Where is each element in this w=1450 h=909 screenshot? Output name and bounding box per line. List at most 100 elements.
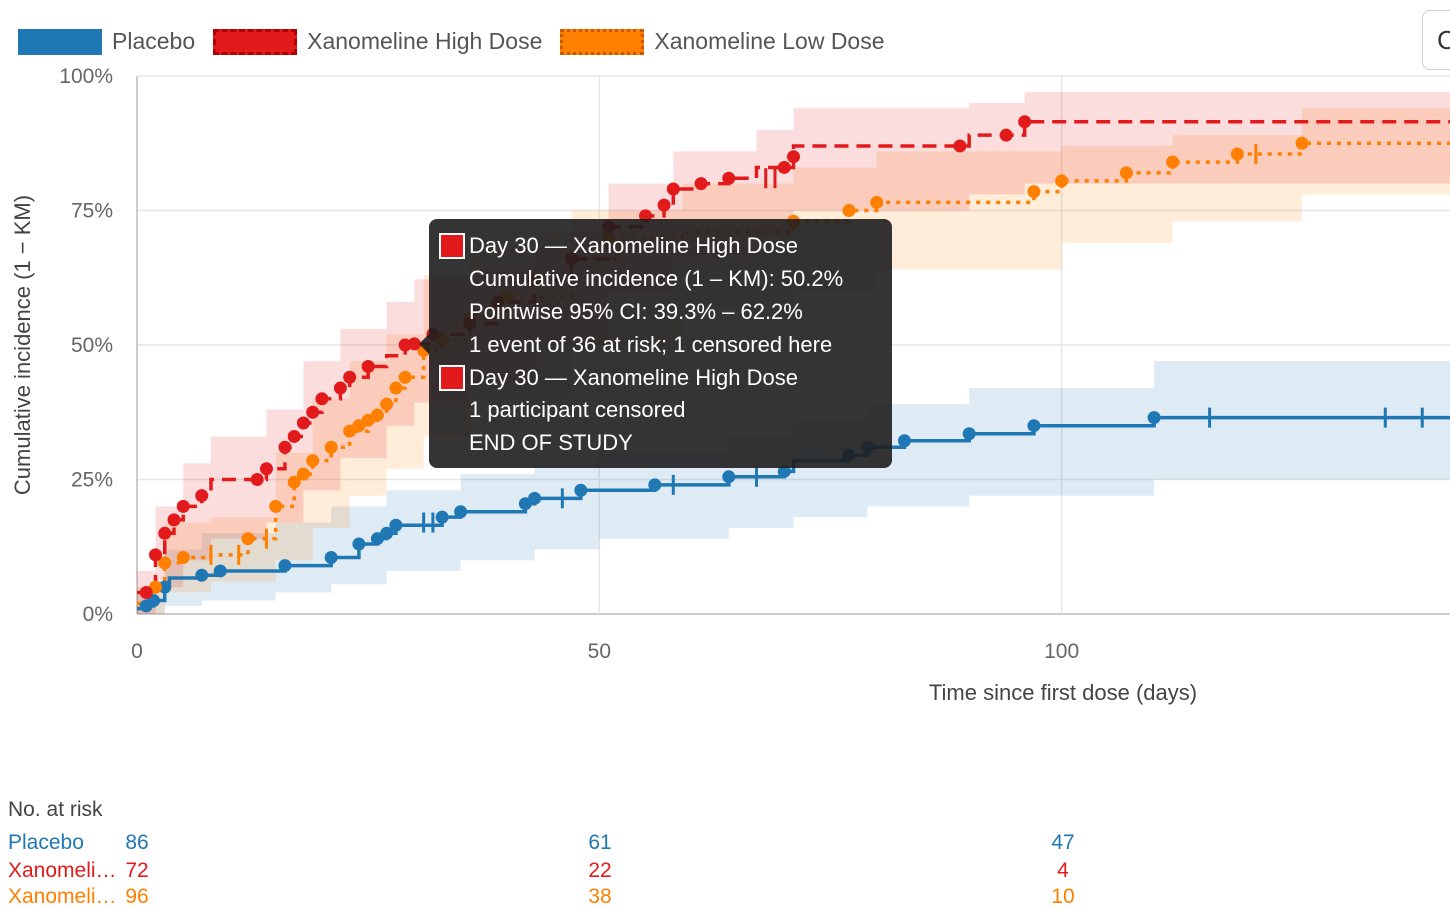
xanomeline-low-dose-event-point[interactable] bbox=[380, 397, 394, 411]
y-tick-label: 100% bbox=[59, 65, 113, 88]
tooltip-incidence: Cumulative incidence (1 – KM): 50.2% bbox=[469, 266, 844, 291]
y-axis-title: Cumulative incidence (1 − KM) bbox=[10, 195, 35, 495]
xanomeline-low-dose-event-point[interactable] bbox=[324, 440, 338, 454]
xanomeline-high-dose-event-point[interactable] bbox=[407, 337, 421, 351]
xanomeline-low-dose-event-point[interactable] bbox=[870, 195, 884, 209]
y-tick-label: 75% bbox=[71, 200, 113, 223]
xanomeline-high-dose-event-point[interactable] bbox=[666, 182, 680, 196]
xanomeline-low-dose-event-point[interactable] bbox=[1166, 155, 1180, 169]
placebo-event-point[interactable] bbox=[1027, 419, 1041, 433]
xanomeline-low-dose-event-point[interactable] bbox=[1295, 136, 1309, 150]
risk-value: 4 bbox=[1057, 859, 1069, 882]
x-tick-label: 50 bbox=[588, 640, 611, 663]
placebo-event-point[interactable] bbox=[454, 505, 468, 519]
placebo-event-point[interactable] bbox=[380, 526, 394, 540]
tooltip-events: 1 event of 36 at risk; 1 censored here bbox=[469, 332, 833, 357]
xanomeline-high-dose-event-point[interactable] bbox=[259, 462, 273, 476]
xanomeline-high-dose-event-point[interactable] bbox=[657, 198, 671, 212]
xanomeline-low-dose-event-point[interactable] bbox=[158, 556, 172, 570]
xanomeline-low-dose-event-point[interactable] bbox=[1230, 147, 1244, 161]
placebo-event-point[interactable] bbox=[528, 491, 542, 505]
tooltip-header: Day 30 — Xanomeline High Dose bbox=[469, 365, 798, 390]
xanomeline-low-dose-event-point[interactable] bbox=[389, 381, 403, 395]
xanomeline-high-dose-event-point[interactable] bbox=[139, 585, 153, 599]
legend: Placebo Xanomeline High Dose Xanomeline … bbox=[18, 28, 903, 55]
series-color-marker bbox=[439, 365, 465, 391]
placebo-event-point[interactable] bbox=[897, 434, 911, 448]
xanomeline-high-dose-event-point[interactable] bbox=[777, 160, 791, 174]
xanomeline-low-dose-event-point[interactable] bbox=[1027, 185, 1041, 199]
xanomeline-high-dose-event-point[interactable] bbox=[195, 489, 209, 503]
tooltip-ci: Pointwise 95% CI: 39.3% – 62.2% bbox=[469, 299, 803, 324]
xanomeline-high-dose-event-point[interactable] bbox=[167, 513, 181, 527]
placebo-event-point[interactable] bbox=[158, 580, 172, 594]
xanomeline-low-dose-event-point[interactable] bbox=[296, 467, 310, 481]
xanomeline-high-dose-event-point[interactable] bbox=[176, 499, 190, 513]
xanomeline-high-dose-event-point[interactable] bbox=[287, 429, 301, 443]
xanomeline-high-dose-event-point[interactable] bbox=[361, 360, 375, 374]
legend-label: Xanomeline Low Dose bbox=[654, 28, 885, 54]
placebo-event-point[interactable] bbox=[722, 470, 736, 484]
legend-label: Xanomeline High Dose bbox=[307, 28, 543, 54]
xanomeline-high-dose-event-point[interactable] bbox=[315, 392, 329, 406]
xanomeline-low-dose-event-point[interactable] bbox=[306, 454, 320, 468]
axis-labels: Time since first dose (days) Cumulative … bbox=[10, 195, 1197, 705]
placebo-event-point[interactable] bbox=[1147, 411, 1161, 425]
legend-item-placebo[interactable]: Placebo bbox=[18, 28, 195, 55]
placebo-event-point[interactable] bbox=[962, 427, 976, 441]
xanomeline-high-dose-event-point[interactable] bbox=[722, 171, 736, 185]
xanomeline-high-dose-event-point[interactable] bbox=[787, 150, 800, 164]
xanomeline-low-dose-event-point[interactable] bbox=[1119, 166, 1133, 180]
x-tick-label: 100 bbox=[1044, 640, 1079, 663]
legend-label: Placebo bbox=[112, 28, 196, 54]
placebo-event-point[interactable] bbox=[352, 537, 366, 551]
xanomeline-high-dose-event-point[interactable] bbox=[333, 381, 347, 395]
xanomeline-high-dose-event-point[interactable] bbox=[158, 526, 172, 540]
y-tick-label: 25% bbox=[71, 469, 113, 492]
corner-button[interactable]: C bbox=[1422, 10, 1450, 70]
xanomeline-high-dose-event-point[interactable] bbox=[999, 128, 1013, 142]
xanomeline-low-dose-event-point[interactable] bbox=[176, 551, 190, 565]
xanomeline-low-dose-event-point[interactable] bbox=[370, 408, 384, 422]
placebo-event-point[interactable] bbox=[777, 464, 791, 478]
legend-item-low-dose[interactable]: Xanomeline Low Dose bbox=[560, 28, 885, 55]
placebo-event-point[interactable] bbox=[213, 564, 227, 578]
xanomeline-low-dose-event-point[interactable] bbox=[398, 370, 412, 384]
legend-item-high-dose[interactable]: Xanomeline High Dose bbox=[213, 28, 542, 55]
xanomeline-high-dose-event-point[interactable] bbox=[148, 548, 162, 562]
y-tick-label: 0% bbox=[83, 603, 113, 626]
xanomeline-high-dose-event-point[interactable] bbox=[296, 416, 310, 430]
low-dose-swatch bbox=[560, 28, 645, 55]
xanomeline-high-dose-event-point[interactable] bbox=[1018, 115, 1032, 129]
tooltip-header: Day 30 — Xanomeline High Dose bbox=[469, 233, 798, 258]
x-tick-label: 0 bbox=[131, 640, 143, 663]
risk-value: 22 bbox=[588, 859, 612, 882]
placebo-event-point[interactable] bbox=[389, 518, 403, 532]
xanomeline-low-dose-event-point[interactable] bbox=[1055, 174, 1069, 188]
xanomeline-high-dose-event-point[interactable] bbox=[278, 440, 292, 454]
placebo-event-point[interactable] bbox=[648, 478, 662, 492]
xanomeline-high-dose-event-point[interactable] bbox=[953, 139, 967, 153]
placebo-event-point[interactable] bbox=[324, 551, 338, 565]
risk-value: 86 bbox=[125, 831, 149, 854]
risk-value: 38 bbox=[588, 885, 612, 908]
xanomeline-low-dose-event-point[interactable] bbox=[269, 499, 283, 513]
placebo-event-point[interactable] bbox=[435, 510, 449, 524]
x-axis-title: Time since first dose (days) bbox=[929, 680, 1197, 705]
placebo-event-point[interactable] bbox=[278, 559, 292, 573]
event-markers[interactable] bbox=[139, 115, 1309, 613]
risk-table-title: No. at risk bbox=[8, 798, 103, 821]
xanomeline-high-dose-event-point[interactable] bbox=[694, 177, 708, 191]
xanomeline-low-dose-event-point[interactable] bbox=[241, 532, 255, 546]
tooltip-end-of-study: END OF STUDY bbox=[469, 430, 633, 455]
xanomeline-low-dose-event-point[interactable] bbox=[842, 204, 856, 217]
placebo-event-point[interactable] bbox=[574, 483, 588, 497]
xanomeline-high-dose-event-point[interactable] bbox=[306, 405, 320, 419]
risk-value: 61 bbox=[588, 831, 612, 854]
xanomeline-high-dose-event-point[interactable] bbox=[250, 473, 264, 486]
placebo-event-point[interactable] bbox=[195, 568, 209, 582]
risk-row-label: Xanomeli… bbox=[8, 885, 117, 908]
xanomeline-low-dose-event-point[interactable] bbox=[287, 475, 301, 489]
risk-value: 47 bbox=[1051, 831, 1075, 854]
xanomeline-high-dose-event-point[interactable] bbox=[343, 370, 357, 384]
